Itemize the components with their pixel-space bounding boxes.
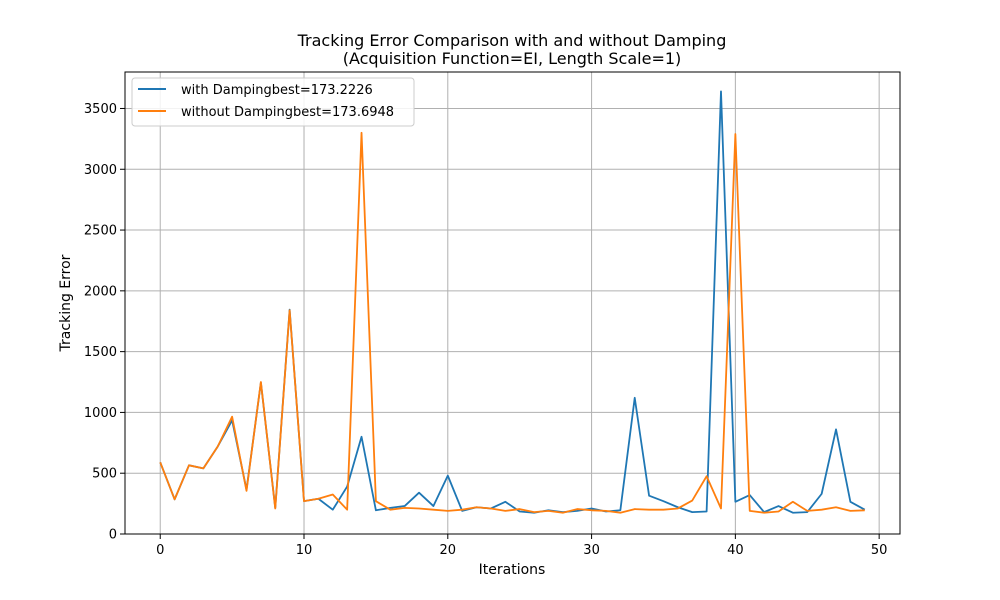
grid <box>125 72 900 535</box>
x-tick-label: 40 <box>727 543 744 558</box>
y-tick-label: 0 <box>109 528 117 543</box>
x-tick-label: 20 <box>440 543 457 558</box>
series-layer <box>159 90 866 514</box>
y-tick-label: 500 <box>92 467 117 482</box>
chart-title-line1: Tracking Error Comparison with and witho… <box>297 31 727 50</box>
x-axis-label: Iterations <box>479 562 546 578</box>
y-axis-label: Tracking Error <box>58 254 74 352</box>
y-tick-label: 1500 <box>84 345 117 360</box>
x-tick-label: 0 <box>156 543 164 558</box>
legend-label-with-damping: with Dampingbest=173.2226 <box>181 83 373 98</box>
y-tick-label: 2000 <box>84 284 117 299</box>
legend: with Dampingbest=173.2226 without Dampin… <box>131 77 415 127</box>
series-line-with-damping <box>159 90 866 514</box>
y-tick-label: 1000 <box>84 406 117 421</box>
legend-label-without-damping: without Dampingbest=173.6948 <box>181 105 394 120</box>
y-tick-label: 3000 <box>84 163 117 178</box>
y-tick-label: 2500 <box>84 224 117 239</box>
series-line-without-damping <box>159 131 865 514</box>
plot-frame <box>124 71 901 535</box>
x-tick-label: 30 <box>583 543 600 558</box>
chart-title-line2: (Acquisition Function=EI, Length Scale=1… <box>343 49 682 68</box>
y-tick-label: 3500 <box>84 102 117 117</box>
x-tick-label: 10 <box>296 543 313 558</box>
legend-box <box>131 77 415 127</box>
y-axis-ticks: 0 500 1000 1500 2000 2500 3000 3500 <box>84 102 125 543</box>
x-axis-ticks: 0 10 20 30 40 50 <box>156 534 887 558</box>
x-tick-label: 50 <box>871 543 888 558</box>
